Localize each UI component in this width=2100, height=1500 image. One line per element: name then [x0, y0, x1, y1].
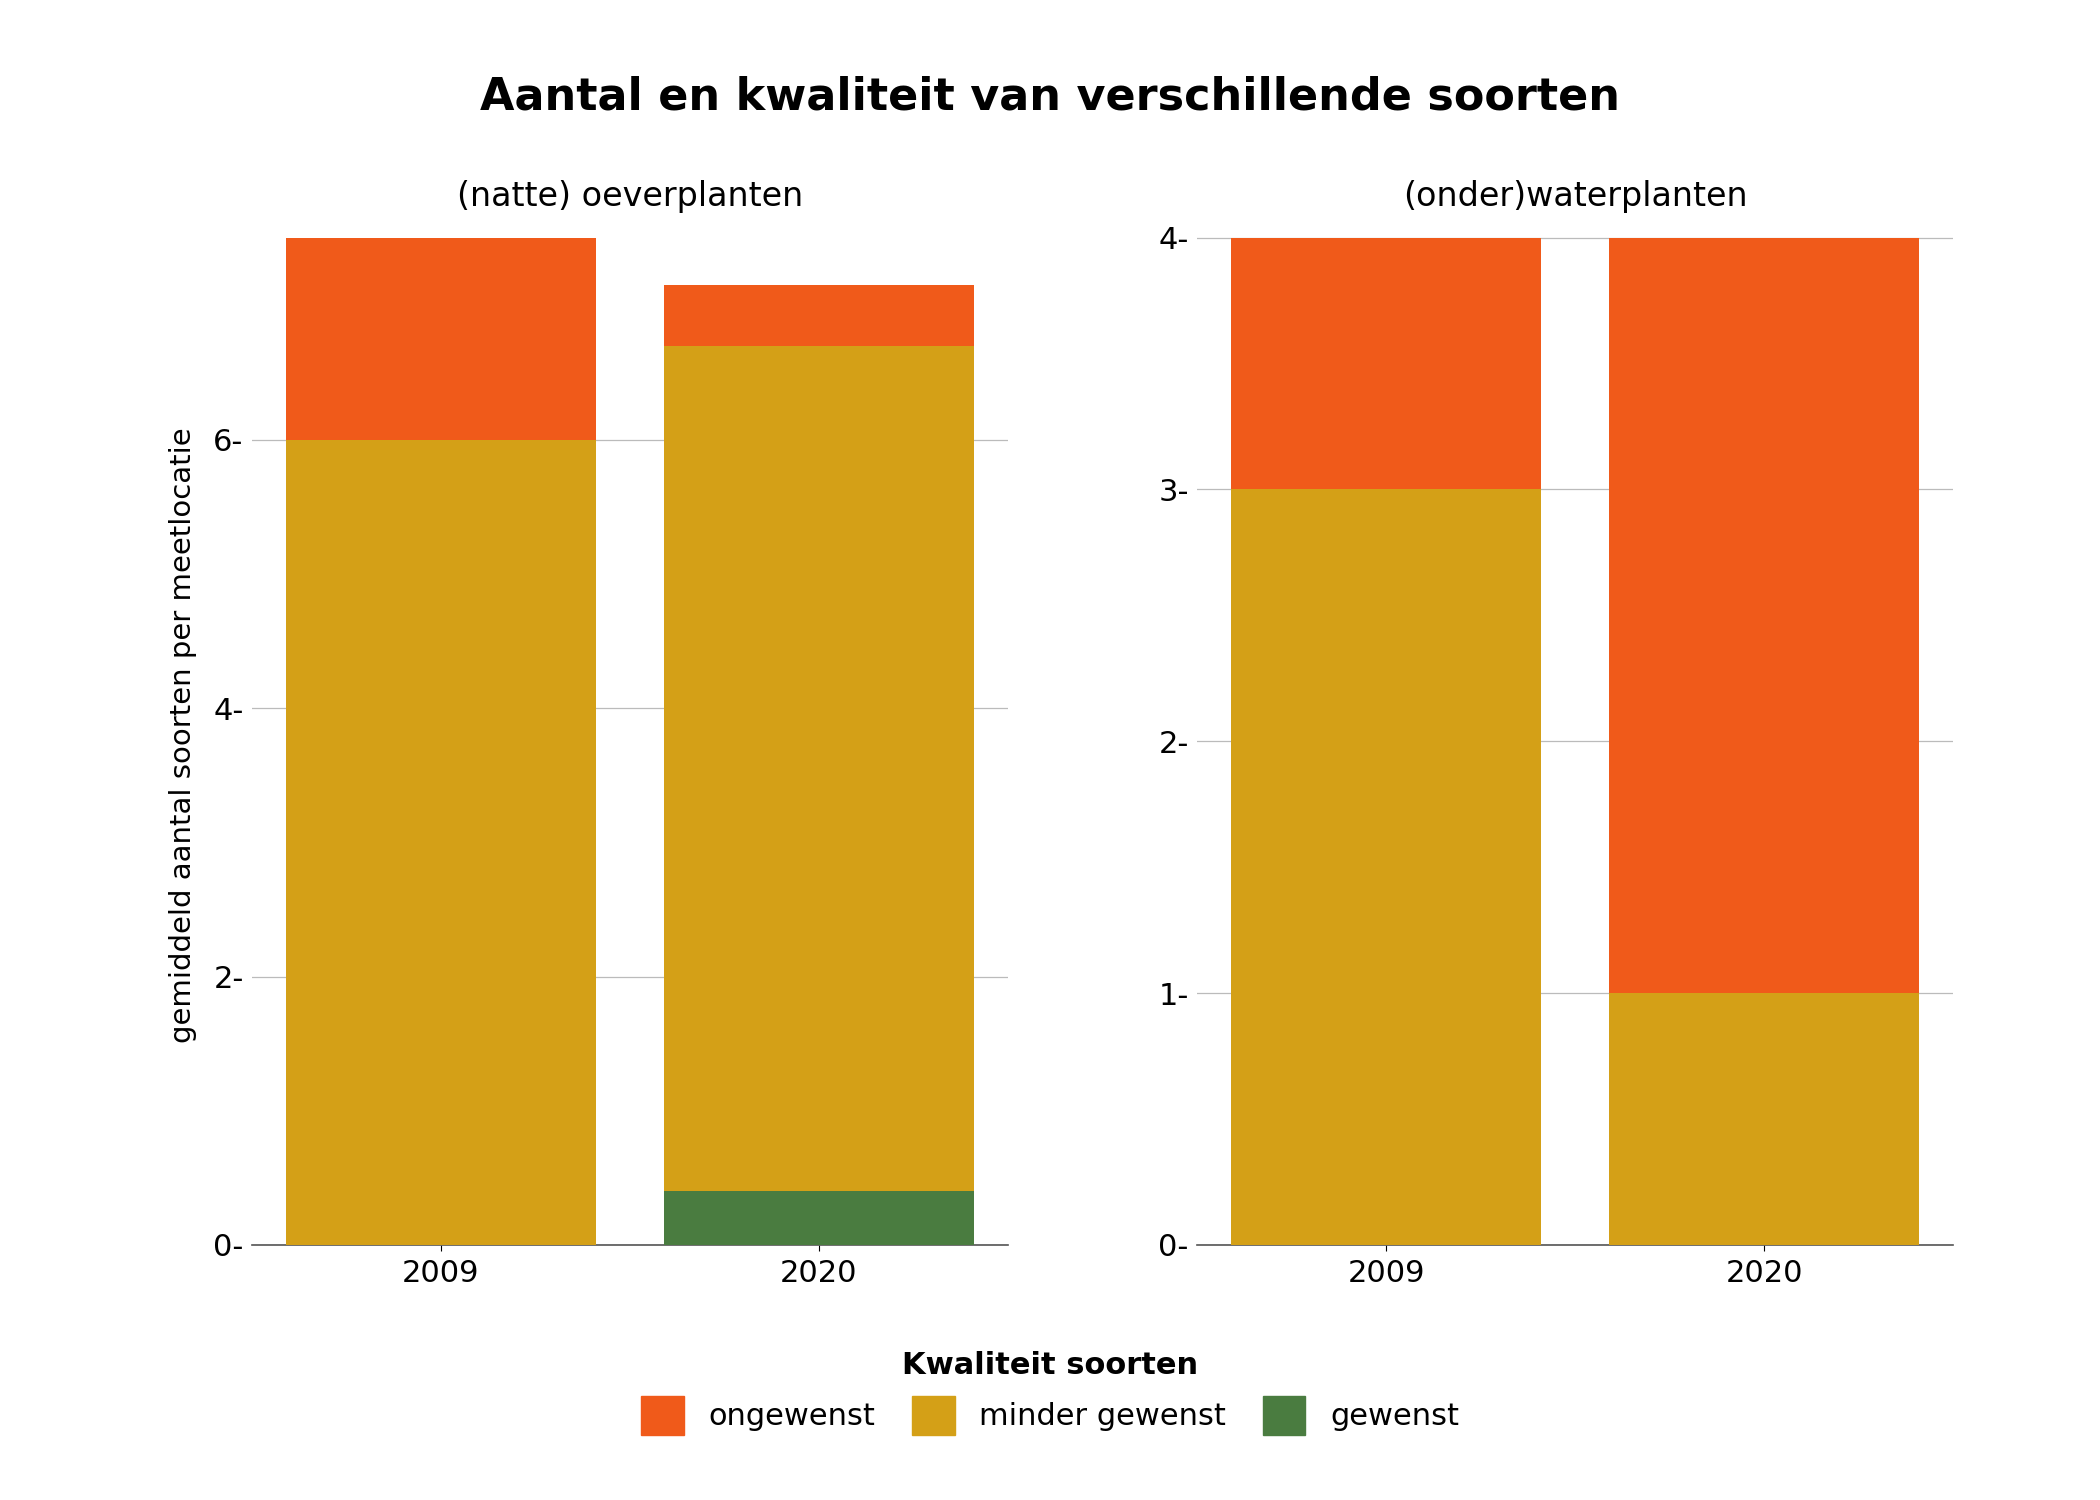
Bar — [664, 285, 974, 346]
Bar — [664, 346, 974, 1191]
Y-axis label: gemiddeld aantal soorten per meetlocatie: gemiddeld aantal soorten per meetlocatie — [168, 427, 197, 1042]
Bar — [286, 238, 596, 440]
Bar — [1609, 237, 1919, 993]
Text: Aantal en kwaliteit van verschillende soorten: Aantal en kwaliteit van verschillende so… — [481, 76, 1619, 118]
Bar — [1231, 237, 1541, 489]
Bar — [664, 1191, 974, 1245]
Bar — [1609, 993, 1919, 1245]
Legend: ongewenst, minder gewenst, gewenst: ongewenst, minder gewenst, gewenst — [628, 1340, 1472, 1448]
Bar — [1231, 489, 1541, 1245]
Bar — [286, 440, 596, 1245]
Title: (natte) oeverplanten: (natte) oeverplanten — [458, 180, 802, 213]
Title: (onder)waterplanten: (onder)waterplanten — [1403, 180, 1747, 213]
